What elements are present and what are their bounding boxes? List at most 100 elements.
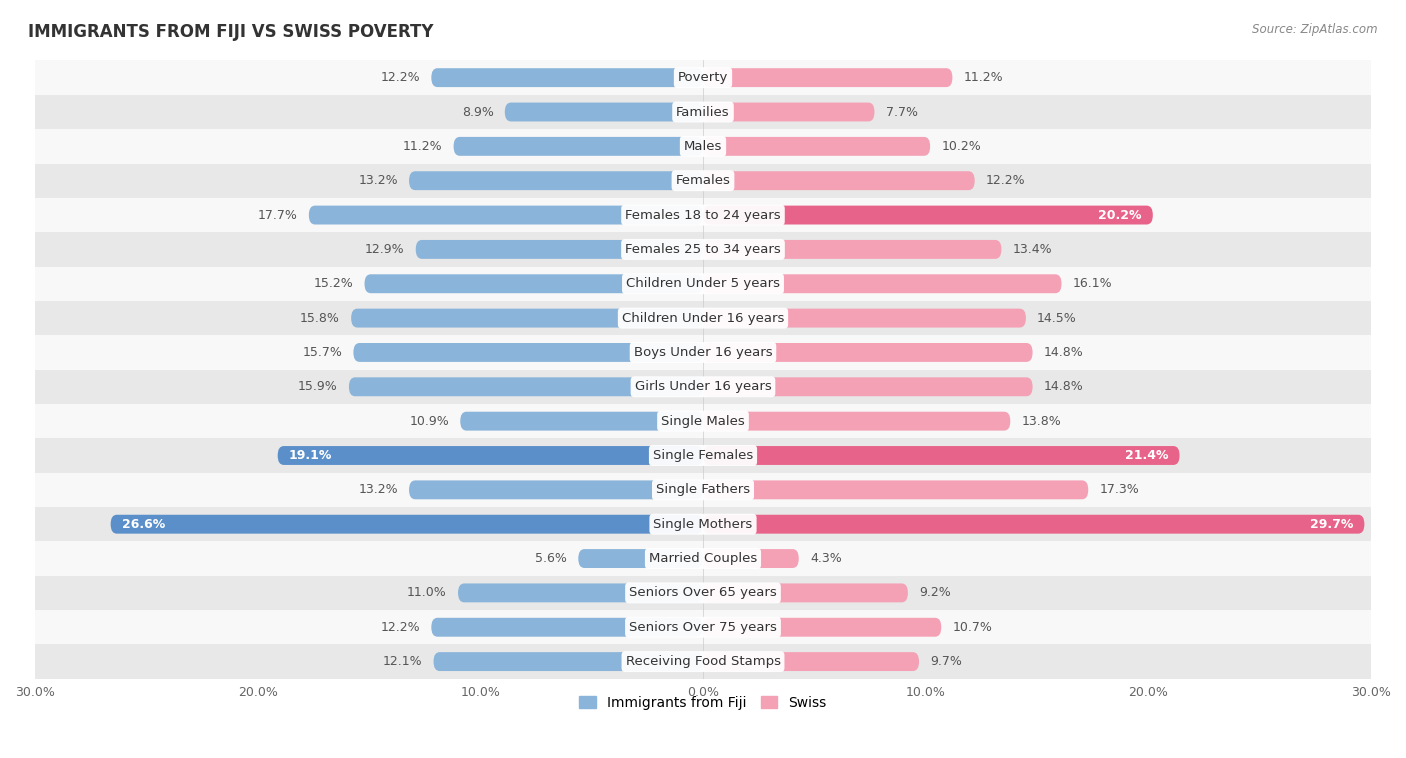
Text: Single Mothers: Single Mothers (654, 518, 752, 531)
FancyBboxPatch shape (703, 205, 1153, 224)
FancyBboxPatch shape (703, 584, 908, 603)
Text: Poverty: Poverty (678, 71, 728, 84)
FancyBboxPatch shape (35, 61, 1371, 95)
Text: 9.7%: 9.7% (931, 655, 962, 668)
Text: Males: Males (683, 140, 723, 153)
FancyBboxPatch shape (703, 549, 799, 568)
Text: 13.2%: 13.2% (359, 174, 398, 187)
FancyBboxPatch shape (703, 377, 1032, 396)
Text: 10.2%: 10.2% (941, 140, 981, 153)
Text: 11.0%: 11.0% (408, 587, 447, 600)
FancyBboxPatch shape (454, 137, 703, 156)
FancyBboxPatch shape (703, 618, 941, 637)
Text: Females 18 to 24 years: Females 18 to 24 years (626, 208, 780, 221)
Text: 21.4%: 21.4% (1125, 449, 1168, 462)
FancyBboxPatch shape (35, 370, 1371, 404)
FancyBboxPatch shape (349, 377, 703, 396)
Text: 15.9%: 15.9% (298, 381, 337, 393)
Text: 10.9%: 10.9% (409, 415, 449, 428)
FancyBboxPatch shape (416, 240, 703, 258)
Text: 11.2%: 11.2% (963, 71, 1002, 84)
Text: 12.1%: 12.1% (382, 655, 422, 668)
Text: Children Under 5 years: Children Under 5 years (626, 277, 780, 290)
FancyBboxPatch shape (35, 129, 1371, 164)
Text: 8.9%: 8.9% (461, 105, 494, 118)
Text: 17.3%: 17.3% (1099, 484, 1139, 496)
Text: 13.2%: 13.2% (359, 484, 398, 496)
FancyBboxPatch shape (35, 541, 1371, 576)
Text: Single Fathers: Single Fathers (657, 484, 749, 496)
FancyBboxPatch shape (409, 481, 703, 500)
Text: 14.8%: 14.8% (1043, 346, 1084, 359)
FancyBboxPatch shape (703, 481, 1088, 500)
Text: 16.1%: 16.1% (1073, 277, 1112, 290)
Text: Seniors Over 75 years: Seniors Over 75 years (628, 621, 778, 634)
Text: Source: ZipAtlas.com: Source: ZipAtlas.com (1253, 23, 1378, 36)
Text: 15.8%: 15.8% (299, 312, 340, 324)
FancyBboxPatch shape (35, 610, 1371, 644)
Text: 11.2%: 11.2% (404, 140, 443, 153)
Text: 12.2%: 12.2% (381, 621, 420, 634)
FancyBboxPatch shape (432, 68, 703, 87)
FancyBboxPatch shape (35, 404, 1371, 438)
FancyBboxPatch shape (703, 515, 1364, 534)
Text: Single Females: Single Females (652, 449, 754, 462)
FancyBboxPatch shape (35, 473, 1371, 507)
FancyBboxPatch shape (35, 507, 1371, 541)
FancyBboxPatch shape (703, 309, 1026, 327)
Text: 7.7%: 7.7% (886, 105, 918, 118)
Text: 12.2%: 12.2% (381, 71, 420, 84)
FancyBboxPatch shape (703, 68, 952, 87)
Text: 9.2%: 9.2% (920, 587, 950, 600)
FancyBboxPatch shape (352, 309, 703, 327)
Text: 14.5%: 14.5% (1038, 312, 1077, 324)
FancyBboxPatch shape (703, 412, 1011, 431)
Text: 15.7%: 15.7% (302, 346, 342, 359)
Text: Boys Under 16 years: Boys Under 16 years (634, 346, 772, 359)
FancyBboxPatch shape (35, 95, 1371, 129)
FancyBboxPatch shape (364, 274, 703, 293)
Text: Receiving Food Stamps: Receiving Food Stamps (626, 655, 780, 668)
FancyBboxPatch shape (35, 335, 1371, 370)
FancyBboxPatch shape (35, 198, 1371, 232)
Text: 13.4%: 13.4% (1012, 243, 1052, 256)
FancyBboxPatch shape (703, 137, 931, 156)
Text: Married Couples: Married Couples (650, 552, 756, 565)
FancyBboxPatch shape (35, 576, 1371, 610)
FancyBboxPatch shape (458, 584, 703, 603)
FancyBboxPatch shape (111, 515, 703, 534)
Text: 13.8%: 13.8% (1021, 415, 1062, 428)
FancyBboxPatch shape (353, 343, 703, 362)
Text: 4.3%: 4.3% (810, 552, 842, 565)
Text: 14.8%: 14.8% (1043, 381, 1084, 393)
FancyBboxPatch shape (505, 102, 703, 121)
FancyBboxPatch shape (35, 301, 1371, 335)
FancyBboxPatch shape (433, 652, 703, 671)
Text: 20.2%: 20.2% (1098, 208, 1142, 221)
FancyBboxPatch shape (35, 232, 1371, 267)
Text: 26.6%: 26.6% (122, 518, 165, 531)
Text: 15.2%: 15.2% (314, 277, 353, 290)
Legend: Immigrants from Fiji, Swiss: Immigrants from Fiji, Swiss (574, 690, 832, 715)
Text: 29.7%: 29.7% (1310, 518, 1353, 531)
FancyBboxPatch shape (35, 164, 1371, 198)
Text: Females 25 to 34 years: Females 25 to 34 years (626, 243, 780, 256)
FancyBboxPatch shape (35, 438, 1371, 473)
Text: Girls Under 16 years: Girls Under 16 years (634, 381, 772, 393)
Text: 17.7%: 17.7% (257, 208, 298, 221)
Text: 12.2%: 12.2% (986, 174, 1025, 187)
FancyBboxPatch shape (703, 652, 920, 671)
Text: Children Under 16 years: Children Under 16 years (621, 312, 785, 324)
Text: 12.9%: 12.9% (366, 243, 405, 256)
FancyBboxPatch shape (703, 102, 875, 121)
FancyBboxPatch shape (309, 205, 703, 224)
FancyBboxPatch shape (703, 274, 1062, 293)
Text: 5.6%: 5.6% (536, 552, 567, 565)
Text: IMMIGRANTS FROM FIJI VS SWISS POVERTY: IMMIGRANTS FROM FIJI VS SWISS POVERTY (28, 23, 433, 41)
Text: Families: Families (676, 105, 730, 118)
FancyBboxPatch shape (460, 412, 703, 431)
FancyBboxPatch shape (35, 267, 1371, 301)
FancyBboxPatch shape (703, 240, 1001, 258)
Text: 19.1%: 19.1% (288, 449, 332, 462)
FancyBboxPatch shape (578, 549, 703, 568)
